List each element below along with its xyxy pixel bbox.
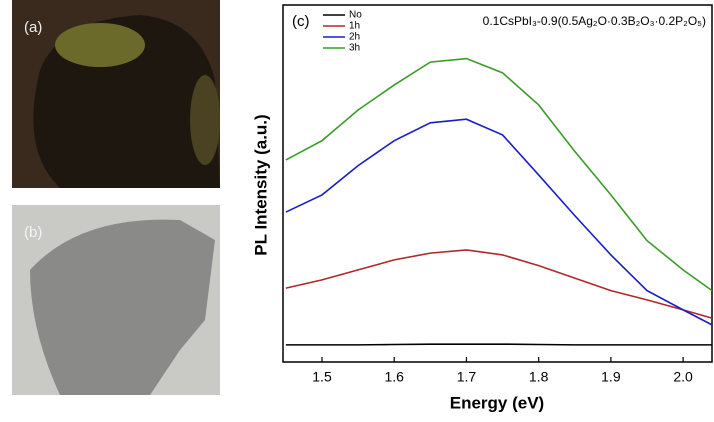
legend-label: 3h <box>349 43 360 54</box>
x-tick-label: 1.9 <box>601 369 621 385</box>
photo-a-shard <box>190 75 220 165</box>
chart-title: 0.1CsPbI₃-0.9(0.5Ag₂O·0.3B₂O₃·0.2P₂O₅) <box>483 14 706 28</box>
photo-label: (b) <box>24 224 42 241</box>
y-axis-label: PL Intensity (a.u.) <box>251 114 270 255</box>
x-tick-label: 1.8 <box>529 369 549 385</box>
x-tick-label: 1.7 <box>457 369 477 385</box>
x-tick-label: 1.6 <box>384 369 404 385</box>
photo-a-shard <box>55 23 145 67</box>
series-line <box>285 249 713 319</box>
plot-frame <box>282 4 713 363</box>
x-axis-label: Energy (eV) <box>450 393 544 412</box>
series-line <box>285 118 713 326</box>
series-line <box>285 57 713 292</box>
panel-label: (c) <box>292 13 310 30</box>
x-tick-label: 1.5 <box>312 369 332 385</box>
photo-b-glass <box>30 219 215 395</box>
legend-label: 2h <box>349 32 360 43</box>
series-line <box>285 343 712 346</box>
photo-label: (a) <box>24 19 42 36</box>
x-tick-label: 2.0 <box>673 369 693 385</box>
legend-label: 1h <box>349 21 360 32</box>
legend-label: No <box>349 10 362 21</box>
